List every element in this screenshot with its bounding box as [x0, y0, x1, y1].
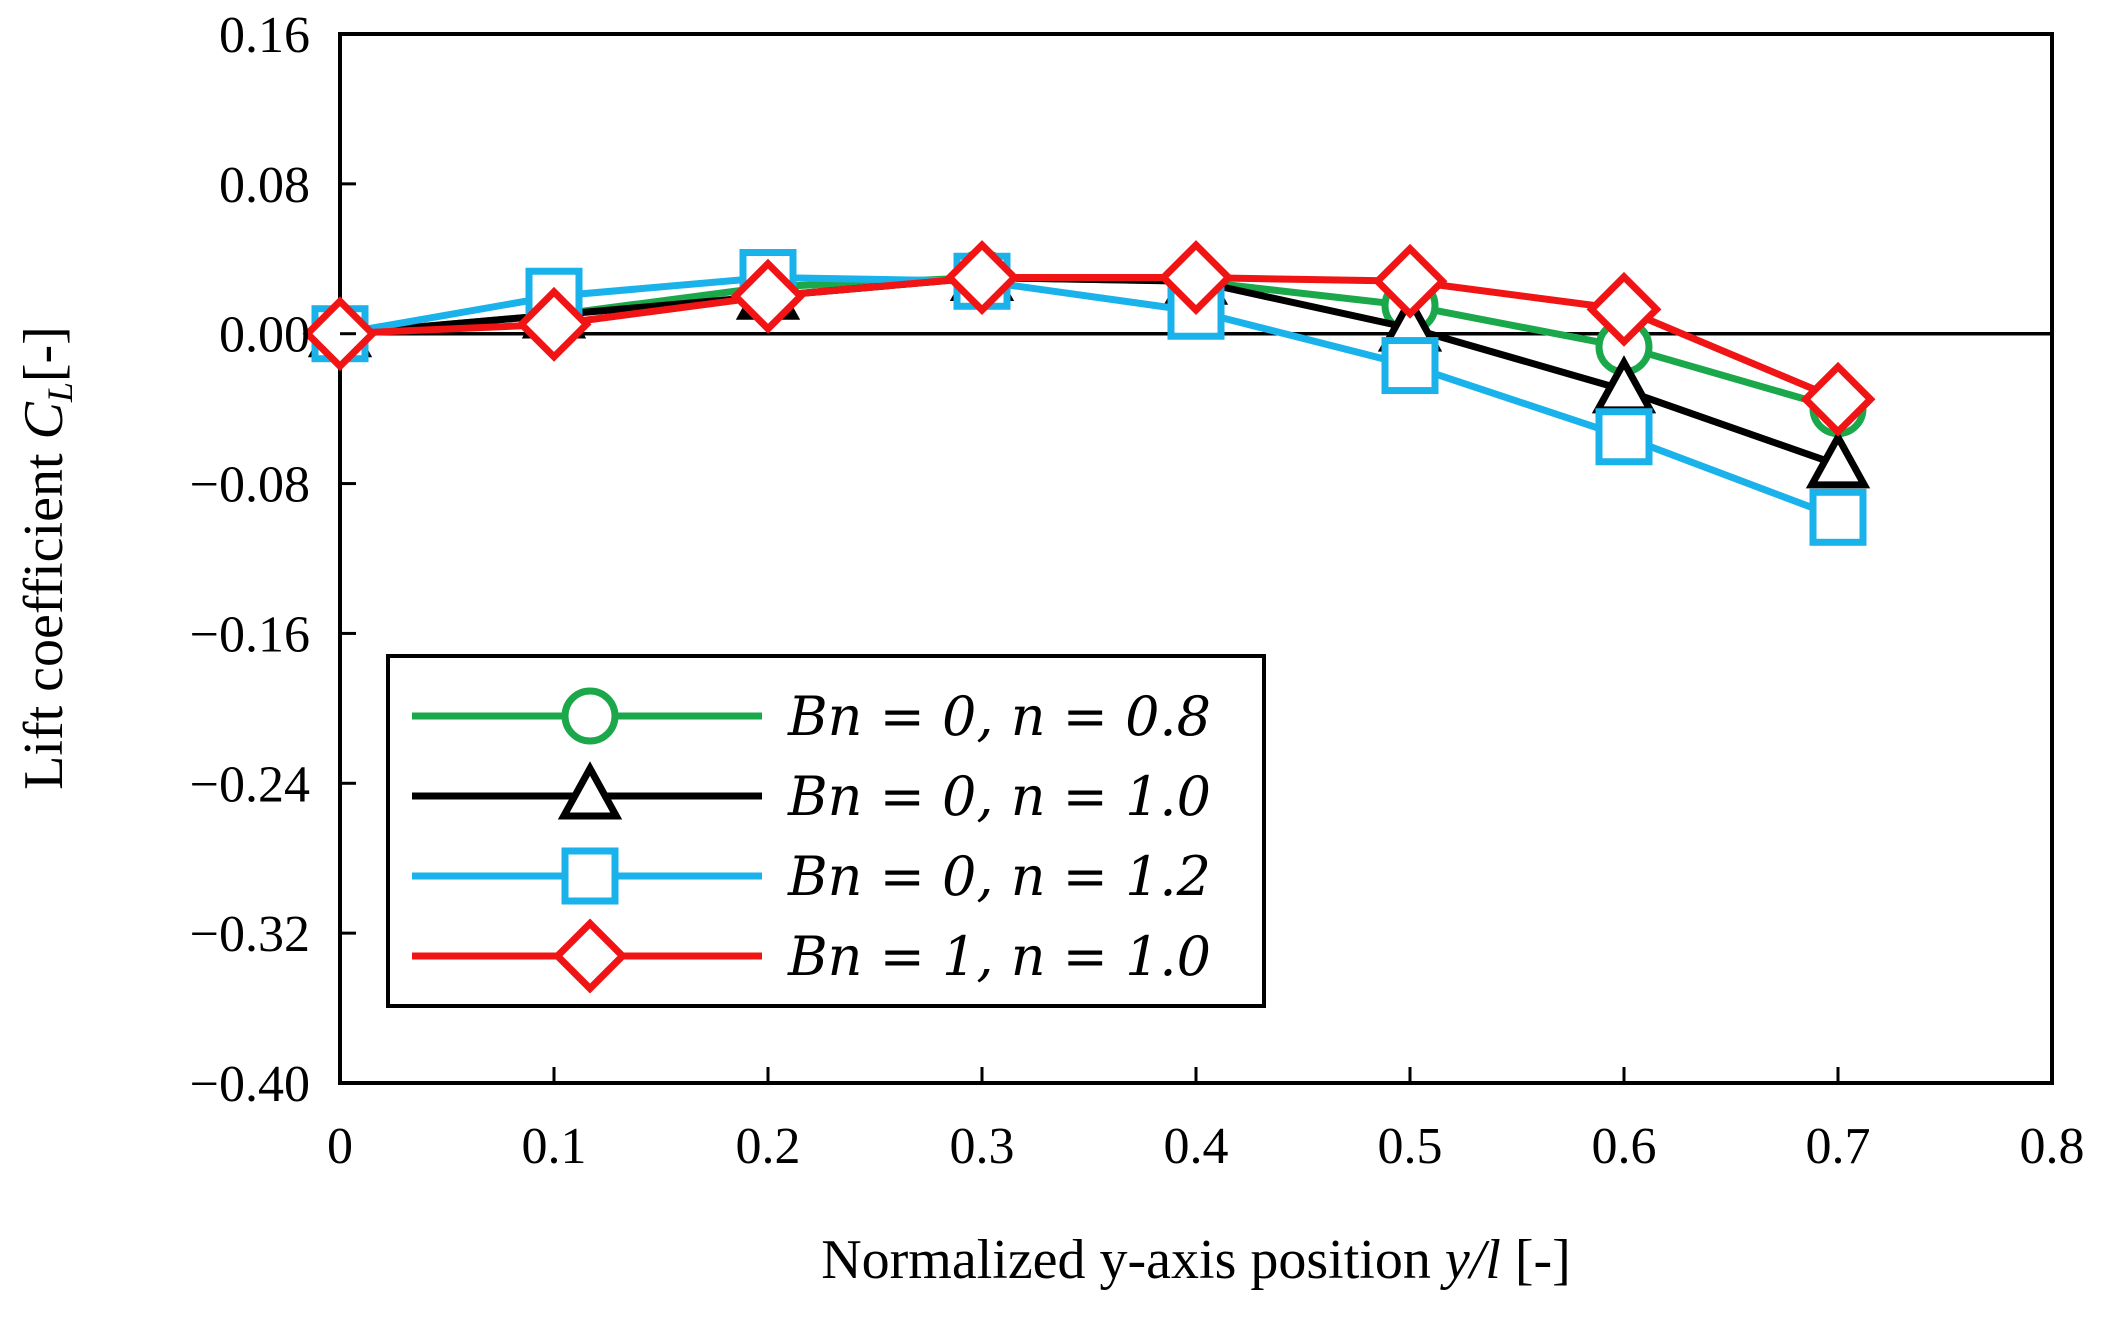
data-point: [516, 286, 592, 362]
y-tick-label: −0.08: [190, 457, 310, 514]
x-tick-label: 0: [327, 1118, 353, 1175]
y-tick-label: −0.24: [190, 756, 310, 813]
y-tick-label: 0.16: [219, 7, 310, 64]
legend-marker: [561, 687, 619, 745]
series-line: [339, 274, 1840, 521]
y-axis-title: Lift coefficient CL[-]: [13, 326, 80, 790]
legend-marker: [552, 918, 628, 994]
data-point: [1372, 243, 1448, 319]
data-point: [1595, 408, 1653, 466]
legend-marker: [557, 761, 623, 820]
legend-entries: Bn = 0, n = 0.8 Bn = 0, n = 1.0 Bn = 0, n …: [412, 685, 1211, 994]
y-tick-label: −0.32: [190, 906, 310, 963]
legend-item: Bn = 0, n = 1.0: [412, 761, 1211, 828]
legend-label: Bn = 0, n = 1.2: [787, 845, 1211, 908]
series-layer: [302, 240, 1876, 546]
x-axis-ticks: 0 0.1 0.2 0.3 0.4 0.5 0.6 0.7 0.8: [327, 1067, 2085, 1175]
x-tick-label: 0.3: [950, 1118, 1015, 1175]
legend-marker: [561, 847, 619, 905]
x-axis-title: Normalized y-axis position y/l [-]: [821, 1229, 1571, 1291]
y-tick-label: −0.16: [190, 606, 310, 663]
legend-item: Bn = 0, n = 1.2: [412, 845, 1211, 908]
legend-item: Bn = 0, n = 0.8: [412, 685, 1211, 748]
x-tick-label: 0.5: [1378, 1118, 1443, 1175]
y-tick-label: 0.08: [219, 157, 310, 214]
legend-label: Bn = 0, n = 0.8: [787, 685, 1211, 748]
data-point: [1158, 240, 1234, 315]
y-tick-label: −0.40: [190, 1056, 310, 1113]
x-tick-label: 0.1: [522, 1118, 587, 1175]
data-point: [944, 240, 1020, 315]
x-tick-label: 0.6: [1592, 1118, 1657, 1175]
y-axis-ticks: 0.16 0.08 0.00 −0.08 −0.16 −0.24 −0.32 −0.40: [190, 7, 356, 1113]
legend-label: Bn = 1, n = 1.0: [787, 925, 1211, 988]
legend-item: Bn = 1, n = 1.0: [412, 918, 1211, 994]
legend: Bn = 0, n = 0.8 Bn = 0, n = 1.0 Bn = 0, n …: [386, 654, 1266, 1008]
x-tick-label: 0.2: [736, 1118, 801, 1175]
data-point: [1381, 337, 1439, 395]
data-point: [730, 258, 806, 334]
x-tick-label: 0.8: [2020, 1118, 2085, 1175]
y-tick-label: 0.00: [219, 307, 310, 364]
legend-label: Bn = 0, n = 1.0: [787, 765, 1211, 828]
data-point: [1809, 488, 1867, 546]
series-line: [339, 274, 1840, 403]
x-tick-label: 0.7: [1806, 1118, 1871, 1175]
x-tick-label: 0.4: [1164, 1118, 1229, 1175]
data-point: [1800, 361, 1876, 437]
data-point: [1586, 271, 1662, 347]
data-point: [1805, 430, 1871, 489]
